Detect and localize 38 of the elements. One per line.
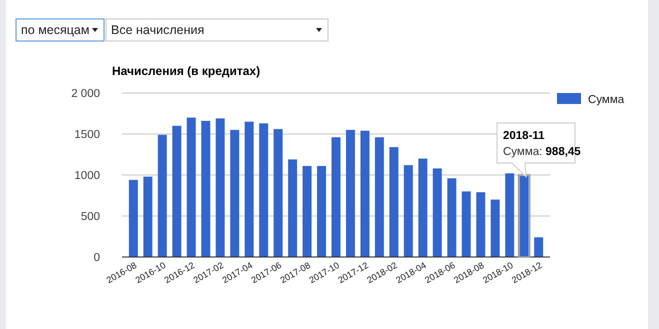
y-tick-label: 500 xyxy=(80,211,100,223)
bar xyxy=(201,120,210,257)
bar xyxy=(404,165,413,257)
bar xyxy=(476,192,486,257)
bar xyxy=(332,137,340,257)
bar xyxy=(216,118,225,257)
y-tick-label: 1500 xyxy=(74,129,100,141)
bar xyxy=(346,130,355,257)
bar xyxy=(172,126,182,257)
bar xyxy=(360,130,370,257)
bar xyxy=(490,200,500,257)
bar xyxy=(389,147,398,257)
bar xyxy=(505,173,514,257)
bar xyxy=(447,178,456,257)
text: по месяцам xyxy=(21,23,90,37)
bar xyxy=(432,168,442,257)
y-tick-label: 2 000 xyxy=(71,88,100,100)
bar xyxy=(374,137,384,257)
bar xyxy=(143,176,152,257)
y-tick-label: 0 xyxy=(94,252,100,264)
bar xyxy=(462,191,471,257)
bar xyxy=(158,134,167,257)
bar xyxy=(244,122,254,257)
bar xyxy=(302,166,312,257)
bar xyxy=(128,180,138,257)
bar xyxy=(230,130,240,257)
chart-title: Начисления (в кредитах) xyxy=(112,64,260,78)
annotation: 2018-11 Сумма: 988,45 xyxy=(503,130,582,158)
legend-label: Сумма xyxy=(588,94,625,106)
text: Все начисления xyxy=(111,23,204,37)
bar xyxy=(186,118,196,257)
bar xyxy=(259,123,268,257)
bar xyxy=(534,237,544,257)
bar xyxy=(288,159,298,257)
y-tick-label: 1000 xyxy=(74,170,100,182)
bar xyxy=(418,158,428,257)
bar xyxy=(317,166,326,257)
bar xyxy=(274,129,283,257)
